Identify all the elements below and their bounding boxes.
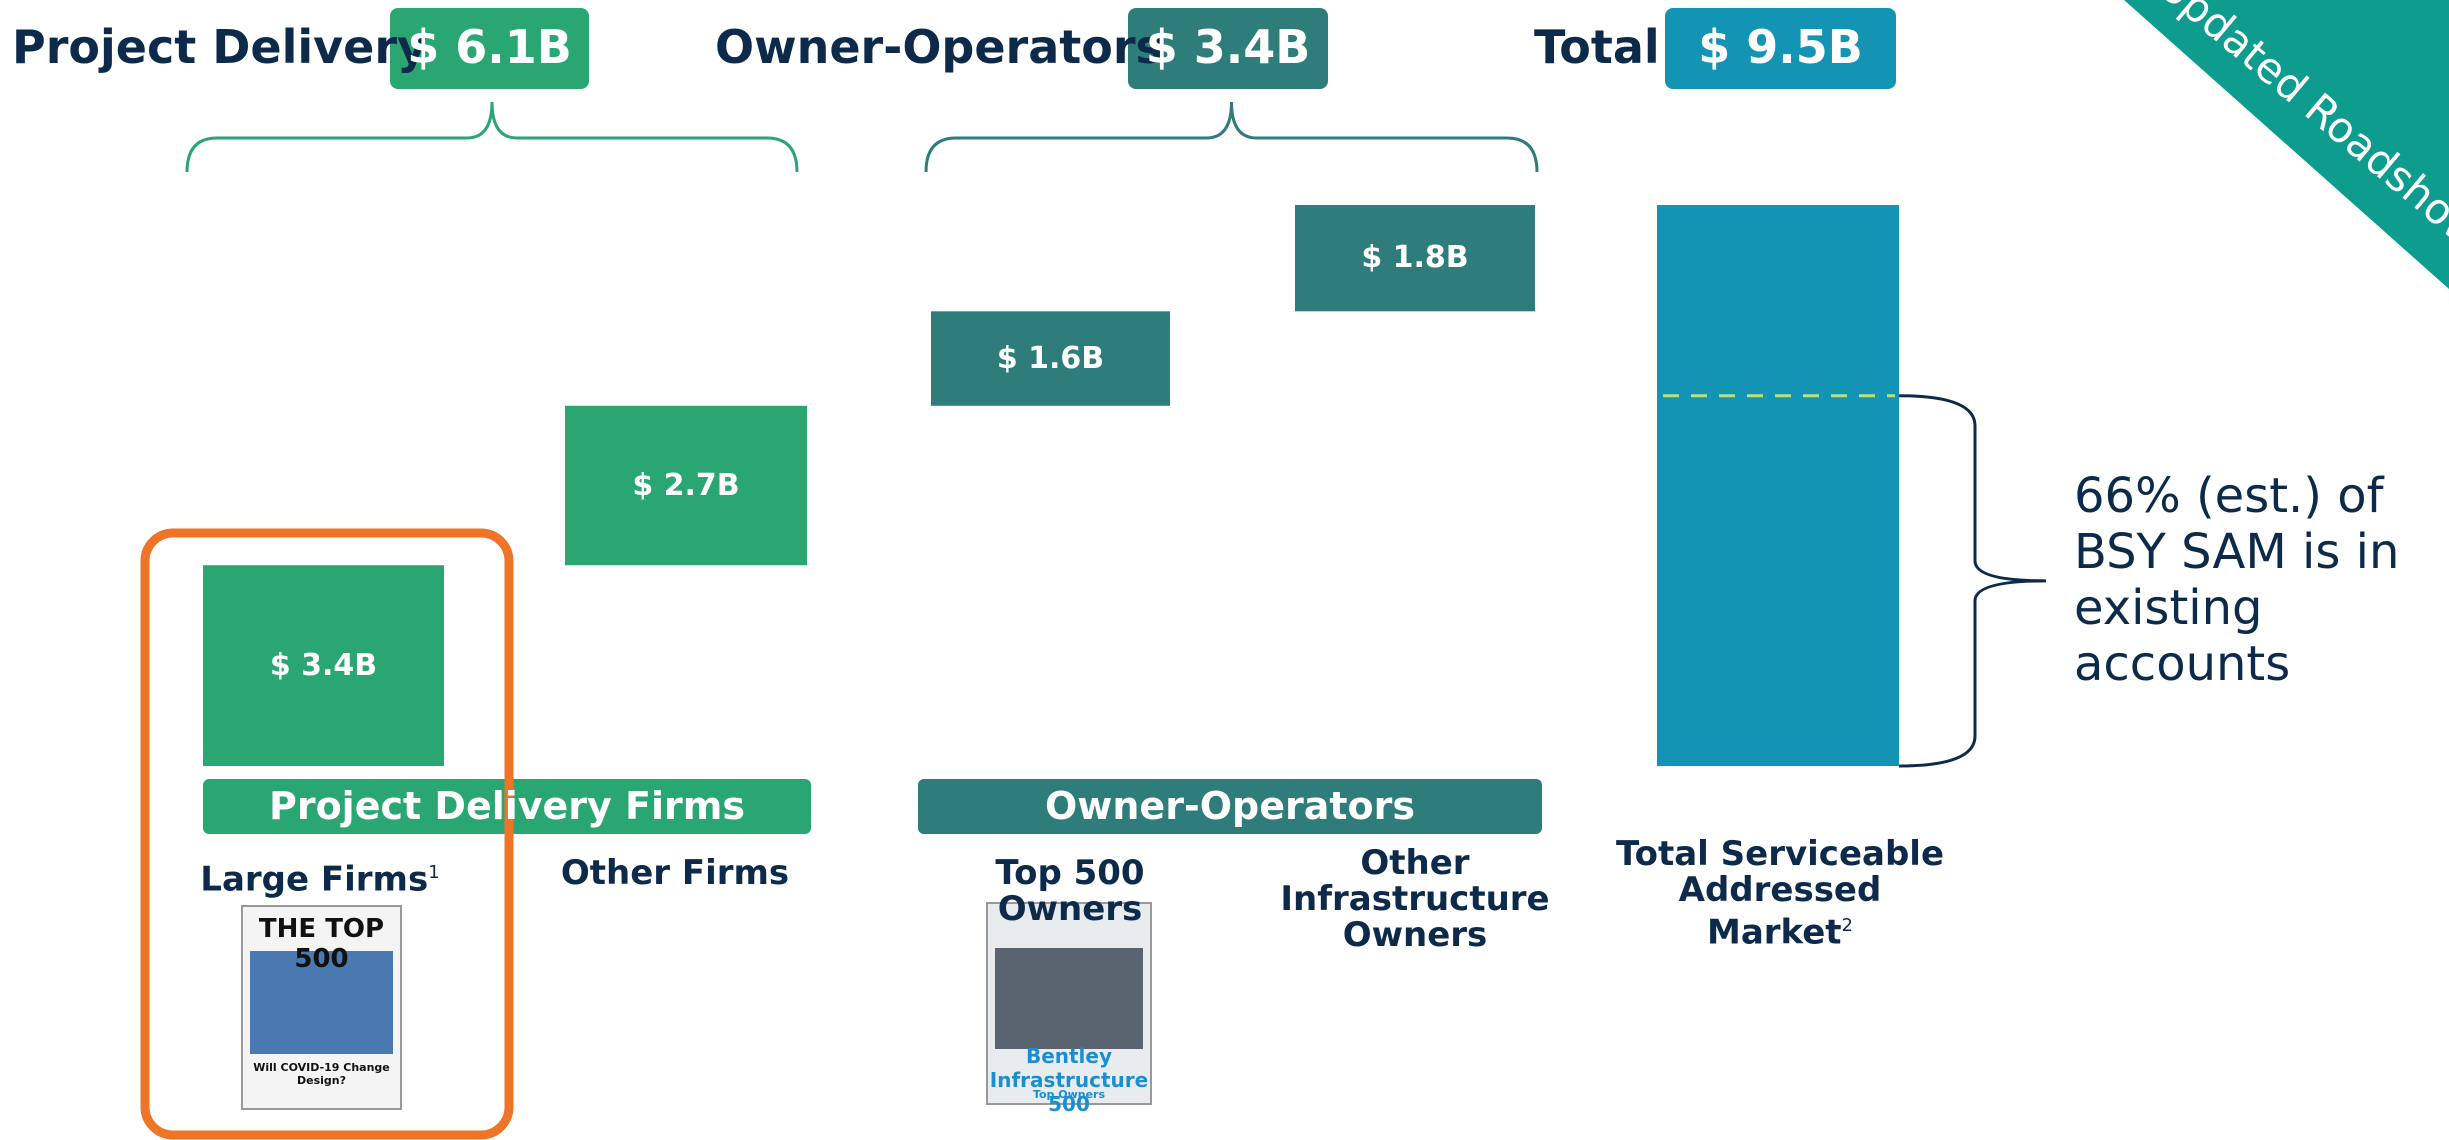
category-label: Total Serviceable Addressed Market2: [1610, 836, 1950, 950]
value-label: $ 2.7B: [565, 468, 807, 503]
cover-image: [995, 948, 1143, 1049]
header-value: $ 9.5B: [1665, 20, 1896, 74]
category-label: Other Firms: [555, 855, 795, 891]
category-label: Other Infrastructure Owners: [1280, 845, 1550, 953]
header-value: $ 3.4B: [1128, 20, 1328, 74]
footnote-ref: 1: [428, 862, 439, 883]
category-label: Top 500 Owners: [920, 855, 1220, 927]
band-label: Project Delivery Firms: [203, 784, 811, 828]
category-text: Large Firms: [200, 859, 428, 899]
category-text: Top 500 Owners: [995, 853, 1144, 929]
value-label: $ 1.6B: [931, 341, 1170, 376]
header-label: Owner-Operators: [715, 20, 1163, 74]
cover-subtitle: Top Owners: [987, 1088, 1151, 1101]
value-label: $ 3.4B: [203, 648, 444, 683]
bar: [1657, 205, 1899, 766]
cover-subtitle: Will COVID-19 Change Design?: [242, 1061, 401, 1087]
header-value: $ 6.1B: [390, 20, 589, 74]
cover-title: THE TOP 500: [242, 914, 401, 974]
header-label: Total: [1534, 20, 1660, 74]
cover-title: Bentley Infrastructure 500: [987, 1044, 1151, 1116]
header-label: Project Delivery: [12, 20, 427, 74]
footnote-ref: 2: [1842, 915, 1853, 936]
category-text: Other Firms: [561, 853, 789, 893]
category-label: Large Firms1: [200, 855, 440, 897]
brace: [1899, 396, 2046, 766]
value-label: $ 1.8B: [1295, 240, 1535, 275]
slide: Updated RoadshowProject Delivery$ 6.1BOw…: [0, 0, 2449, 1140]
category-text: Other Infrastructure Owners: [1280, 843, 1549, 955]
brace: [187, 102, 797, 172]
annotation: 66% (est.) of BSY SAM is in existing acc…: [2074, 468, 2444, 692]
band-label: Owner-Operators: [918, 784, 1542, 828]
brace: [926, 102, 1537, 172]
category-text: Total Serviceable Addressed Market: [1616, 834, 1944, 952]
